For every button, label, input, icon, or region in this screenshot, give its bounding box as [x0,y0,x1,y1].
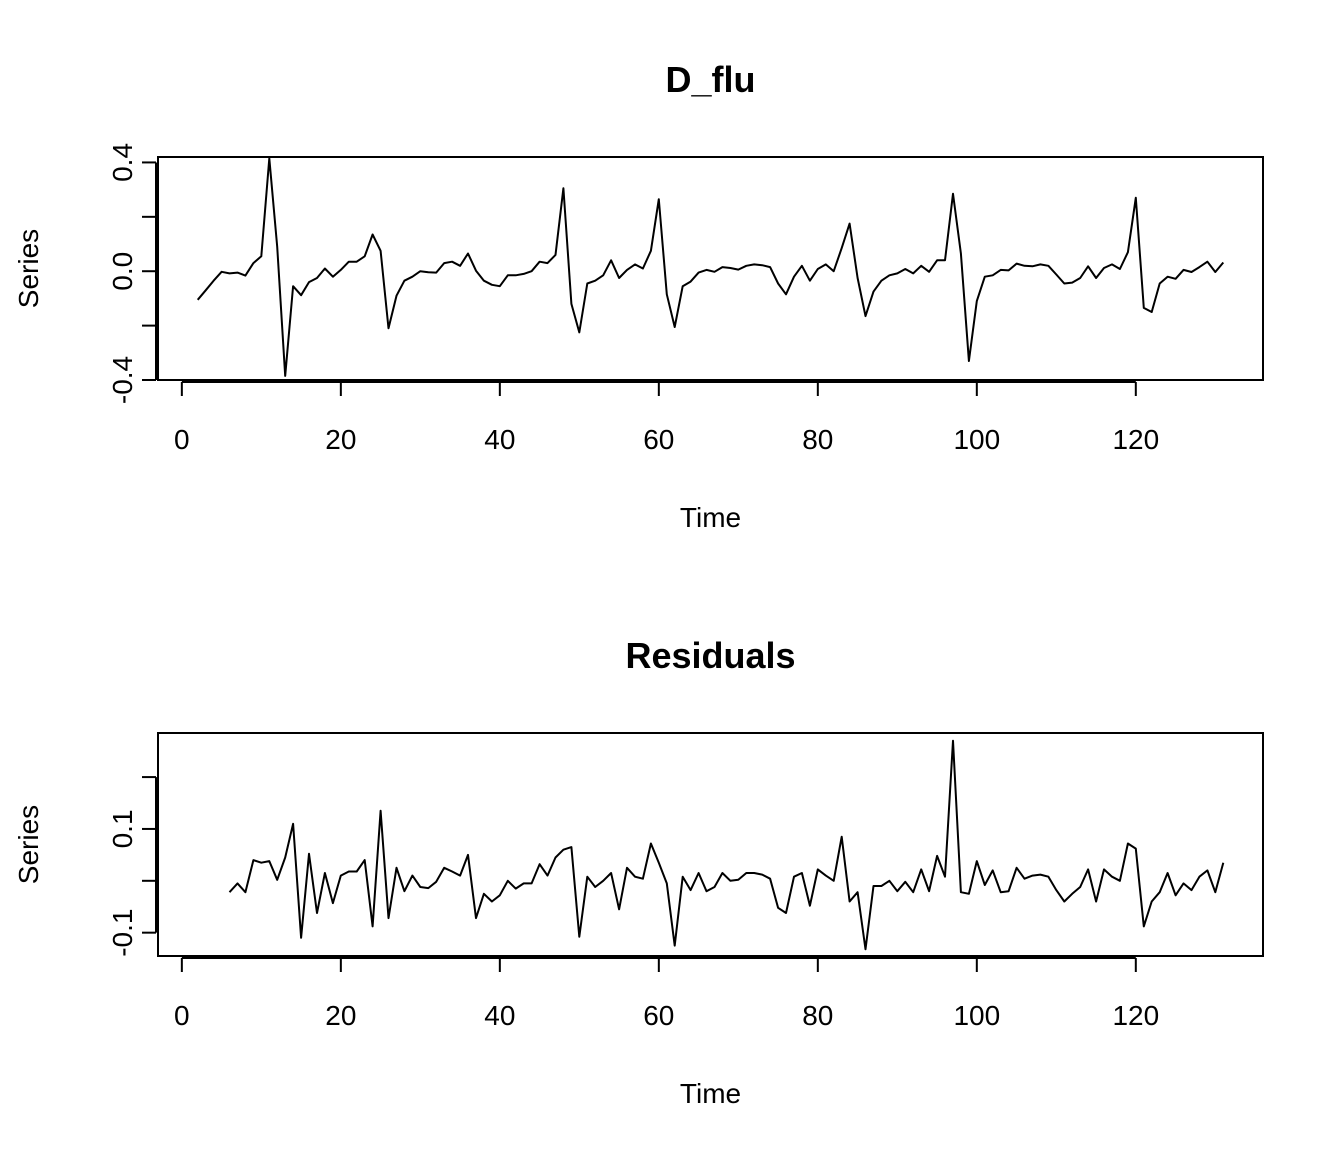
x-tick-label: 80 [802,1000,833,1031]
x-tick-label: 80 [802,424,833,455]
panel-dflu: D_flu 0 20 40 60 80 100 120 -0.4 0.0 0.4 Time Series [13,59,1264,533]
y-tick-label: 0.0 [107,252,138,291]
x-tick-label: 100 [953,424,1000,455]
plot-frame [157,732,1264,957]
series-line [228,739,1225,951]
x-tick-label: 60 [643,1000,674,1031]
y-tick-label: -0.4 [107,356,138,404]
x-tick-label: 100 [953,1000,1000,1031]
x-tick-label: 120 [1112,1000,1159,1031]
chart-title: D_flu [666,59,756,100]
x-tick-label: 20 [325,424,356,455]
y-axis-label: Series [13,805,44,884]
x-tick-label: 20 [325,1000,356,1031]
chart-title: Residuals [625,635,795,676]
x-tick-label: 0 [174,424,190,455]
x-axis-label: Time [680,502,741,533]
x-tick-label: 40 [484,1000,515,1031]
plot-frame [157,156,1264,381]
y-tick-label: 0.4 [107,143,138,182]
y-axis-label: Series [13,229,44,308]
series-line [196,157,1225,377]
x-tick-label: 120 [1112,424,1159,455]
panel-residuals: Residuals 0 20 40 60 80 100 120 -0.1 0.1 Time Serie… [13,635,1264,1109]
x-tick-label: 0 [174,1000,190,1031]
x-axis-label: Time [680,1078,741,1109]
y-tick-label: -0.1 [107,909,138,957]
x-tick-label: 40 [484,424,515,455]
y-tick-label: 0.1 [107,809,138,848]
x-tick-label: 60 [643,424,674,455]
